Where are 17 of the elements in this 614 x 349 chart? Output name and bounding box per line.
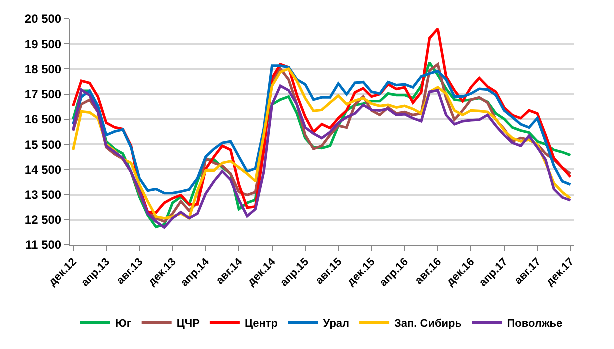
y-tick-label: 14 500 [24, 162, 62, 177]
legend-label: Центр [244, 318, 278, 330]
legend-label: Юг [116, 318, 132, 330]
y-tick-label: 20 500 [24, 12, 62, 26]
y-tick-label: 16 500 [24, 112, 62, 127]
line-series [72, 64, 572, 195]
legend-label: Урал [323, 318, 350, 330]
legend-label: Поволжье [507, 318, 563, 330]
legend-label: Зап. Сибирь [394, 318, 462, 330]
y-tick-label: 19 500 [24, 37, 62, 52]
y-tick-label: 18 500 [24, 62, 62, 76]
legend-label: ЦЧР [176, 318, 200, 330]
y-tick-label: 17 500 [24, 88, 62, 102]
y-tick-label: 11 500 [26, 238, 62, 252]
y-tick-label: 12 500 [24, 213, 62, 228]
y-tick-label: 13 500 [24, 188, 62, 202]
y-tick-label: 15 500 [24, 138, 62, 152]
